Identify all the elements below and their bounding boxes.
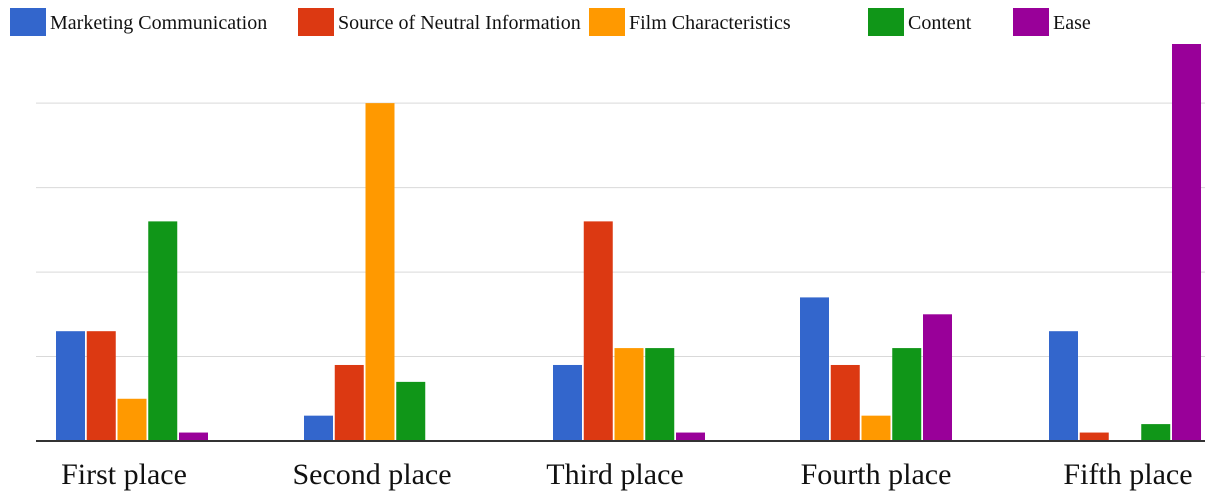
bar (830, 364, 860, 441)
x-tick-label: Fifth place (1063, 458, 1192, 491)
bar (800, 297, 829, 441)
bar (334, 364, 364, 441)
legend-label: Film Characteristics (629, 12, 791, 34)
bar-group-1 (56, 221, 208, 441)
bar (1049, 331, 1078, 441)
legend-swatch (1013, 8, 1049, 36)
bar (365, 103, 395, 442)
bar (861, 415, 891, 441)
bar (923, 314, 952, 441)
x-tick-label: Fourth place (801, 458, 952, 491)
bar (1079, 432, 1109, 441)
legend-item-2: Source of Neutral Information (298, 8, 581, 36)
bar (148, 221, 178, 441)
legend-label: Marketing Communication (50, 12, 267, 34)
x-tick-label: Second place (292, 458, 451, 491)
bar-group-5 (1049, 44, 1201, 441)
legend-label: Ease (1053, 12, 1091, 34)
bars (56, 44, 1201, 442)
bar (86, 331, 116, 441)
legend-swatch (298, 8, 334, 36)
x-axis: First place Second place Third place Fourth… (36, 440, 1205, 491)
bar (117, 398, 147, 441)
bar (1141, 424, 1171, 441)
bar (676, 432, 705, 441)
bar (892, 348, 922, 441)
legend-swatch (10, 8, 46, 36)
legend-swatch (868, 8, 904, 36)
bar (583, 221, 613, 441)
legend: Marketing Communication Source of Neutral… (10, 8, 1091, 36)
bar (1172, 44, 1201, 441)
bar (396, 381, 426, 441)
legend-label: Source of Neutral Information (338, 12, 581, 34)
bar (614, 348, 644, 441)
bar (179, 432, 208, 441)
bar (56, 331, 85, 441)
bar-group-3 (553, 221, 705, 441)
legend-item-3: Film Characteristics (589, 8, 791, 36)
gridlines (36, 102, 1205, 358)
bar (645, 348, 675, 441)
legend-item-4: Content (868, 8, 972, 36)
legend-label: Content (908, 12, 972, 34)
bar (553, 364, 582, 441)
x-tick-label: Third place (546, 458, 683, 491)
bar (304, 415, 333, 441)
bar-group-4 (800, 297, 952, 441)
legend-item-1: Marketing Communication (10, 8, 267, 36)
legend-swatch (589, 8, 625, 36)
x-tick-label: First place (61, 458, 187, 491)
bar-group-2 (304, 103, 426, 442)
legend-item-5: Ease (1013, 8, 1091, 36)
